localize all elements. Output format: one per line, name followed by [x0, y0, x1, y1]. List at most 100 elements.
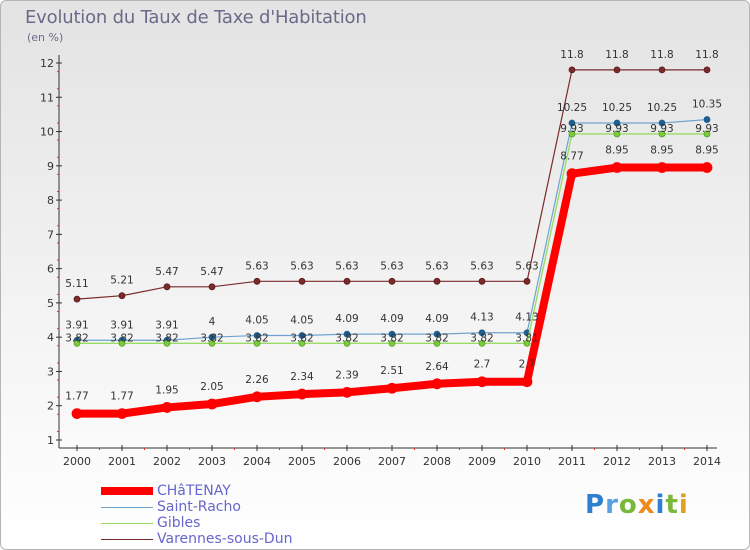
data-label-saint-racho: 4.05: [245, 314, 268, 326]
data-label-varennes-sous-dun: 11.8: [695, 49, 718, 61]
data-point-gibles: [523, 339, 531, 347]
brand-letter: P: [585, 490, 606, 520]
y-tick-label: 9: [47, 160, 54, 173]
brand-letter: t: [665, 490, 679, 520]
y-tick-label: 2: [47, 400, 54, 413]
data-point-saint-racho: [478, 329, 486, 337]
y-tick-label: 5: [47, 297, 54, 310]
data-label-gibles: 3.82: [65, 332, 88, 344]
data-label-ch-tenay: 1.95: [155, 384, 178, 396]
x-tick-label: 2008: [423, 455, 451, 468]
data-label-gibles: 3.82: [335, 332, 358, 344]
data-point-saint-racho: [253, 332, 261, 339]
data-label-saint-racho: 4: [209, 316, 216, 328]
data-label-gibles: 3.82: [380, 332, 403, 344]
data-point-gibles: [208, 339, 216, 347]
data-point-ch-tenay: [611, 162, 623, 173]
data-point-saint-racho: [433, 330, 441, 338]
data-point-ch-tenay: [656, 162, 668, 173]
data-label-varennes-sous-dun: 5.11: [65, 278, 88, 290]
data-label-gibles: 3.82: [470, 332, 493, 344]
data-point-varennes-sous-dun: [118, 292, 126, 300]
data-label-saint-racho: 4.05: [290, 314, 313, 326]
data-label-ch-tenay: 2.7: [519, 359, 536, 371]
data-label-gibles: 9.93: [605, 123, 628, 135]
data-point-varennes-sous-dun: [208, 283, 216, 291]
x-tick-label: 2004: [243, 455, 271, 468]
data-label-gibles: 9.93: [695, 123, 718, 135]
legend-swatch-gibles: [101, 523, 153, 524]
data-label-saint-racho: 4.09: [425, 313, 448, 325]
brand-letter: o: [618, 490, 638, 520]
data-point-varennes-sous-dun: [73, 295, 81, 303]
data-label-ch-tenay: 1.77: [110, 391, 133, 403]
data-label-gibles: 9.93: [560, 123, 583, 135]
data-point-gibles: [388, 339, 396, 347]
data-point-gibles: [478, 339, 486, 347]
data-point-gibles: [163, 339, 171, 347]
data-point-varennes-sous-dun: [163, 283, 171, 291]
data-point-varennes-sous-dun: [388, 277, 396, 285]
data-label-varennes-sous-dun: 5.63: [425, 260, 448, 272]
data-label-gibles: 3.82: [155, 332, 178, 344]
x-tick-label: 2013: [648, 455, 676, 468]
data-label-gibles: 3.82: [110, 332, 133, 344]
brand-letter: x: [637, 490, 656, 520]
y-tick-label: 4: [47, 331, 54, 344]
data-point-gibles: [613, 130, 621, 138]
y-tick-label: 1: [47, 434, 54, 447]
data-point-saint-racho: [613, 119, 621, 127]
data-label-saint-racho: 3.91: [65, 319, 88, 331]
data-label-varennes-sous-dun: 5.63: [245, 260, 268, 272]
legend: CHâTENAY Saint-Racho Gibles Varennes-sou…: [101, 483, 361, 548]
data-label-varennes-sous-dun: 11.8: [560, 49, 583, 61]
data-point-varennes-sous-dun: [658, 66, 666, 74]
legend-label-varennes: Varennes-sous-Dun: [157, 531, 293, 547]
data-label-varennes-sous-dun: 5.63: [515, 260, 538, 272]
data-label-ch-tenay: 8.77: [560, 151, 583, 163]
data-label-ch-tenay: 2.7: [474, 359, 491, 371]
data-point-gibles: [253, 339, 261, 347]
x-tick-label: 2006: [333, 455, 361, 468]
data-point-ch-tenay: [161, 402, 173, 413]
data-label-gibles: 3.82: [425, 332, 448, 344]
data-point-ch-tenay: [566, 168, 578, 180]
y-tick-label: 7: [47, 228, 54, 241]
data-label-saint-racho: 4.13: [470, 312, 493, 324]
data-point-saint-racho: [388, 330, 396, 338]
data-label-gibles: 3.82: [245, 332, 268, 344]
data-label-saint-racho: 10.25: [557, 102, 587, 114]
unit-label: (en %): [27, 31, 64, 44]
y-tick-label: 11: [40, 91, 54, 104]
data-label-ch-tenay: 8.95: [695, 145, 718, 157]
y-tick-label: 10: [40, 126, 54, 139]
x-tick-label: 2010: [513, 455, 541, 468]
data-label-saint-racho: 3.91: [155, 319, 178, 331]
data-point-varennes-sous-dun: [343, 277, 351, 285]
data-label-ch-tenay: 8.95: [650, 145, 673, 157]
legend-item-varennes: Varennes-sous-Dun: [101, 531, 361, 548]
data-point-ch-tenay: [521, 376, 533, 388]
data-label-saint-racho: 10.35: [692, 99, 722, 111]
data-point-gibles: [433, 339, 441, 347]
brand-letter: r: [605, 490, 619, 520]
x-tick-label: 2005: [288, 455, 316, 468]
legend-swatch-chatenay: [101, 487, 153, 495]
data-point-varennes-sous-dun: [253, 277, 261, 285]
data-label-ch-tenay: 2.39: [335, 369, 358, 381]
x-tick-label: 2012: [603, 455, 631, 468]
x-tick-label: 2011: [558, 455, 586, 468]
data-point-varennes-sous-dun: [568, 66, 576, 74]
data-point-ch-tenay: [251, 391, 263, 403]
x-tick-label: 2009: [468, 455, 496, 468]
data-label-varennes-sous-dun: 5.63: [470, 260, 493, 272]
data-label-varennes-sous-dun: 5.63: [380, 260, 403, 272]
data-label-varennes-sous-dun: 5.47: [200, 266, 223, 278]
x-tick-label: 2014: [693, 455, 721, 468]
data-label-varennes-sous-dun: 5.21: [110, 275, 133, 287]
data-label-varennes-sous-dun: 5.63: [290, 260, 313, 272]
x-tick-label: 2003: [198, 455, 226, 468]
legend-item-chatenay: CHâTENAY: [101, 483, 361, 500]
data-point-saint-racho: [343, 330, 351, 338]
